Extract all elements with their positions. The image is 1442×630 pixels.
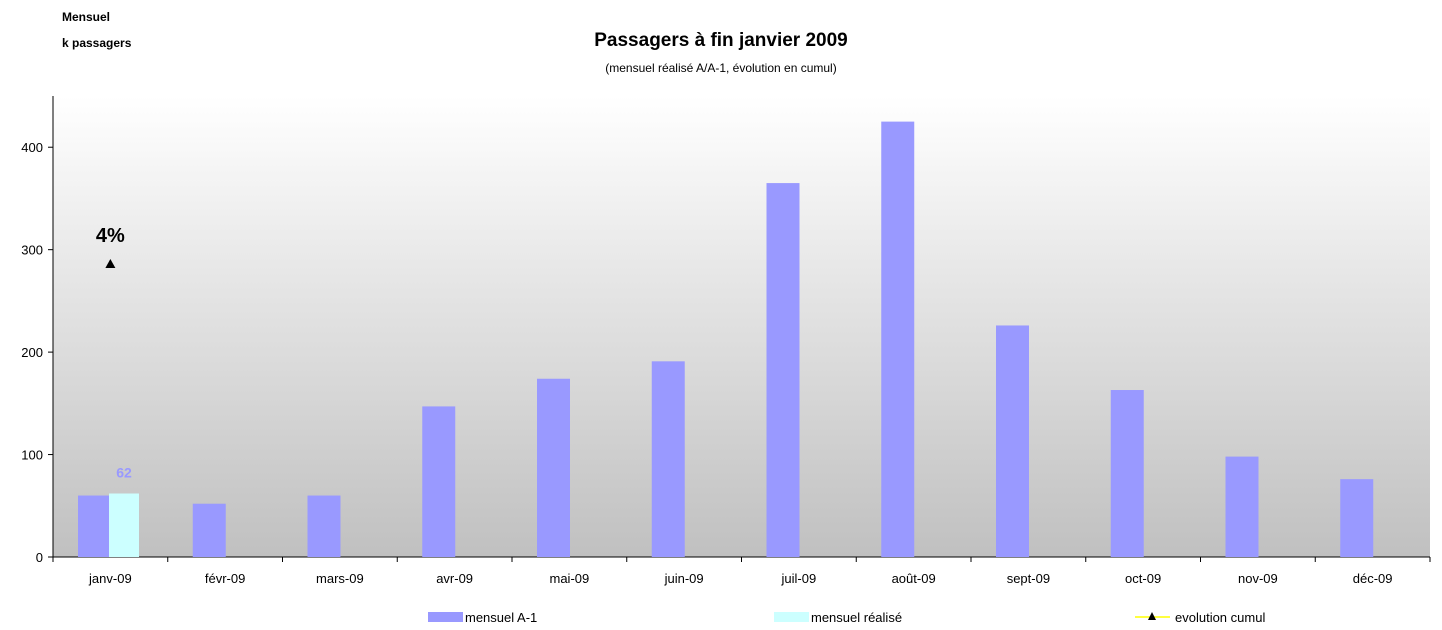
x-tick-label: juin-09 bbox=[664, 571, 704, 586]
legend-marker-evolution-cumul bbox=[1148, 612, 1156, 620]
x-tick-label: janv-09 bbox=[88, 571, 132, 586]
y-tick-label: 200 bbox=[21, 345, 43, 360]
legend-label-mensuel-a-1: mensuel A-1 bbox=[465, 610, 537, 625]
y-axis-title-line-1: Mensuel bbox=[62, 10, 111, 24]
bar-mensuel-a-1 bbox=[307, 495, 341, 557]
y-tick-label: 400 bbox=[21, 140, 43, 155]
x-tick-label: juil-09 bbox=[781, 571, 817, 586]
bar-mensuel-a-1 bbox=[881, 121, 915, 557]
y-tick-label: 0 bbox=[36, 550, 43, 565]
y-tick-label: 100 bbox=[21, 448, 43, 463]
bar-mensuel-a-1 bbox=[1340, 479, 1374, 557]
bar-mensuel-a-1 bbox=[1225, 456, 1259, 557]
chart-title: Passagers à fin janvier 2009 bbox=[594, 30, 848, 51]
bar-mensuel-a-1 bbox=[1110, 390, 1144, 557]
x-tick-label: avr-09 bbox=[436, 571, 473, 586]
legend-label-mensuel-realise: mensuel réalisé bbox=[811, 610, 902, 625]
bar-mensuel-a-1 bbox=[651, 361, 685, 557]
bar-mensuel-a-1 bbox=[766, 183, 800, 558]
x-tick-label: nov-09 bbox=[1238, 571, 1278, 586]
legend-swatch-mensuel-realise bbox=[774, 612, 809, 622]
bar-mensuel-a-1 bbox=[996, 325, 1029, 557]
x-tick-label: oct-09 bbox=[1125, 571, 1161, 586]
bar-mensuel-a-1 bbox=[422, 406, 456, 557]
x-tick-label: août-09 bbox=[892, 571, 936, 586]
x-tick-label: mars-09 bbox=[316, 571, 364, 586]
data-label: 62 bbox=[116, 464, 132, 480]
bar-mensuel-a-1 bbox=[192, 503, 226, 557]
legend-label-evolution-cumul: evolution cumul bbox=[1175, 610, 1265, 625]
y-tick-label: 300 bbox=[21, 243, 43, 258]
chart-subtitle: (mensuel réalisé A/A-1, évolution en cum… bbox=[605, 61, 837, 75]
bar-mensuel-a-1 bbox=[537, 378, 570, 557]
y-axis-title-line-2: k passagers bbox=[62, 36, 132, 50]
x-tick-label: sept-09 bbox=[1007, 571, 1050, 586]
bar-mensuel-a-1 bbox=[78, 495, 111, 557]
x-tick-label: mai-09 bbox=[550, 571, 590, 586]
legend-swatch-mensuel-a-1 bbox=[428, 612, 463, 622]
point-evolution-cumul bbox=[105, 259, 116, 269]
x-tick-label: déc-09 bbox=[1353, 571, 1393, 586]
bar-mensuel-realise bbox=[109, 493, 139, 557]
data-label: 4% bbox=[96, 225, 125, 247]
x-tick-label: févr-09 bbox=[205, 571, 245, 586]
plot-area bbox=[53, 96, 1430, 557]
